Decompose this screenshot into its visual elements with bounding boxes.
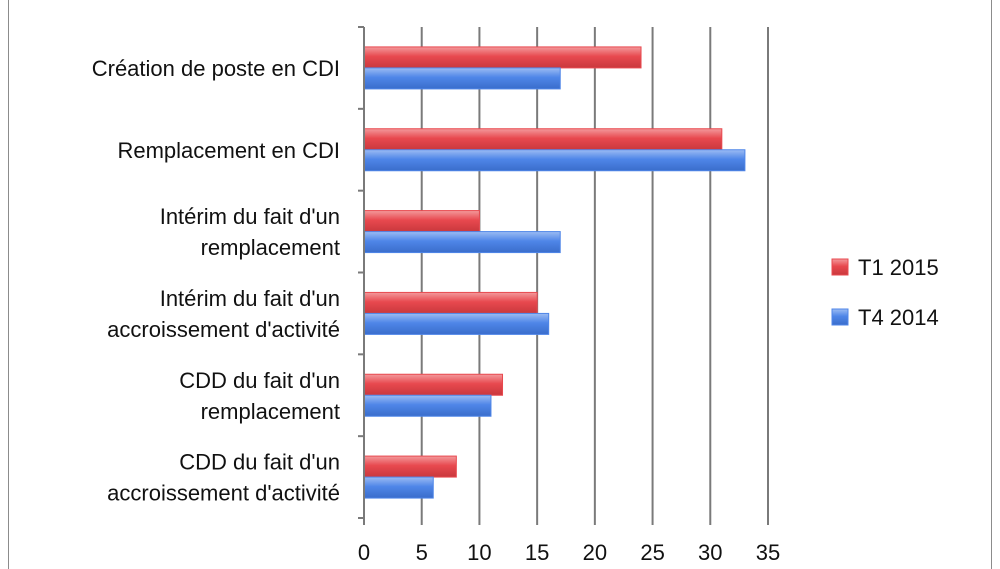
category-label: Intérim du fait d'un accroissement d'acti… — [107, 286, 340, 342]
category-label-line: accroissement d'activité — [107, 317, 340, 342]
category-label-line: accroissement d'activité — [107, 481, 340, 506]
bar-series-2 — [363, 149, 746, 172]
category-label-line: remplacement — [201, 235, 340, 260]
bar-series-1 — [363, 46, 642, 69]
x-tick-label: 35 — [756, 540, 780, 565]
category-label: CDD du fait d'un remplacement — [179, 368, 340, 424]
category-labels: Création de poste en CDI Remplacement en … — [92, 56, 340, 506]
legend-swatch — [831, 258, 849, 276]
category-label: CDD du fait d'un accroissement d'activité — [107, 450, 340, 506]
bar-series-2 — [363, 231, 561, 254]
axes: 0 5 10 15 20 25 30 35 — [358, 26, 780, 565]
legend-swatch — [831, 308, 849, 326]
x-tick-label: 10 — [467, 540, 491, 565]
category-label-line: CDD du fait d'un — [179, 450, 340, 475]
category-label-line: Intérim du fait d'un — [160, 286, 340, 311]
bar-series-2 — [363, 312, 550, 335]
x-tick-label: 5 — [416, 540, 428, 565]
category-label: Création de poste en CDI — [92, 56, 340, 81]
x-tick-label: 25 — [640, 540, 664, 565]
bar-series-2 — [363, 476, 434, 499]
bar-series-1 — [363, 455, 457, 478]
category-label: Remplacement en CDI — [117, 138, 340, 163]
bar-series-2 — [363, 394, 492, 417]
bar-series-2 — [363, 67, 561, 90]
x-tick-label: 20 — [583, 540, 607, 565]
bar-series-1 — [363, 210, 480, 233]
category-label-line: Création de poste en CDI — [92, 56, 340, 81]
category-label-line: remplacement — [201, 399, 340, 424]
legend: T1 2015 T4 2014 — [831, 255, 939, 330]
bar-series-1 — [363, 128, 723, 151]
bar-series-1 — [363, 291, 538, 314]
category-label-line: Remplacement en CDI — [117, 138, 340, 163]
category-label-line: CDD du fait d'un — [179, 368, 340, 393]
x-tick-label: 15 — [525, 540, 549, 565]
x-tick-label: 30 — [698, 540, 722, 565]
category-label: Intérim du fait d'un remplacement — [160, 204, 340, 260]
legend-label: T1 2015 — [858, 255, 939, 280]
category-label-line: Intérim du fait d'un — [160, 204, 340, 229]
bar-series-1 — [363, 373, 504, 396]
legend-label: T4 2014 — [858, 305, 939, 330]
x-tick-label: 0 — [358, 540, 370, 565]
chart-frame — [8, 0, 992, 569]
gridlines — [420, 27, 769, 518]
